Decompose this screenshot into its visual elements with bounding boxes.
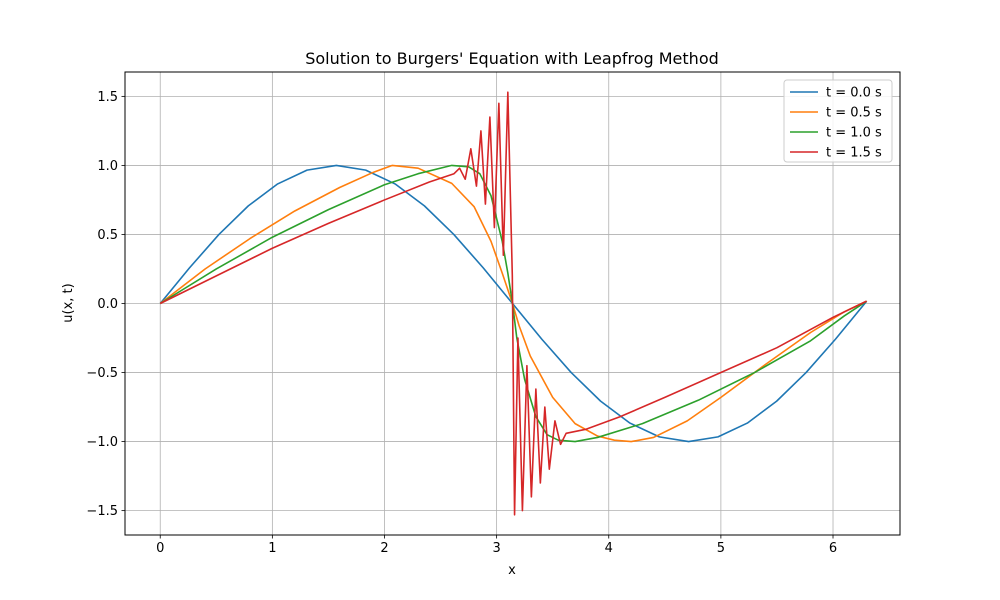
x-tick-label: 6	[829, 541, 837, 556]
axis-ticks: 0 1 2 3 4 5 6 −1.5 −1.0 −0.5 0.0 0.5 1.0 1.5	[86, 90, 837, 556]
y-tick-label: −1.0	[86, 435, 118, 450]
y-tick-label: −1.5	[86, 504, 118, 519]
y-tick-label: 0.5	[97, 228, 118, 243]
series-line-2	[159, 164, 867, 443]
y-tick-label: −0.5	[86, 366, 118, 381]
x-tick-label: 4	[605, 541, 613, 556]
y-axis-label: u(x, t)	[61, 283, 76, 322]
x-axis-label: x	[508, 563, 516, 578]
x-tick-label: 1	[268, 541, 276, 556]
legend-label: t = 1.0 s	[826, 126, 882, 141]
legend-label: t = 0.0 s	[826, 86, 882, 101]
legend: t = 0.0 s t = 0.5 s t = 1.0 s t = 1.5 s	[783, 79, 893, 163]
y-tick-label: 1.0	[97, 159, 118, 174]
series-line-3	[159, 164, 868, 443]
x-tick-label: 3	[492, 541, 500, 556]
legend-label: t = 0.5 s	[826, 106, 882, 121]
legend-label: t = 1.5 s	[826, 146, 882, 161]
x-tick-label: 0	[156, 541, 164, 556]
y-tick-label: 0.0	[97, 297, 118, 312]
plot-series	[159, 91, 868, 516]
series-line-1	[159, 164, 868, 443]
chart-title: Solution to Burgers' Equation with Leapf…	[305, 49, 719, 68]
legend-box	[783, 79, 893, 163]
x-tick-label: 5	[717, 541, 725, 556]
x-tick-label: 2	[380, 541, 388, 556]
y-tick-label: 1.5	[97, 90, 118, 105]
series-line-4	[159, 91, 867, 516]
